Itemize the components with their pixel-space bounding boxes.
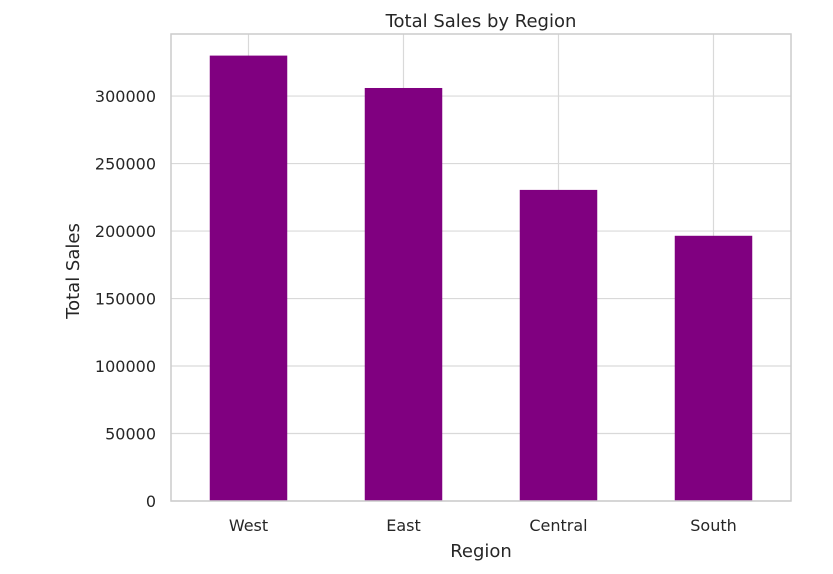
y-tick-label: 100000 xyxy=(95,357,156,376)
x-tick-labels: West East Central South xyxy=(229,516,737,535)
y-tick-label: 200000 xyxy=(95,222,156,241)
bar-west xyxy=(209,55,288,502)
y-tick-label: 300000 xyxy=(95,87,156,106)
x-axis-title: Region xyxy=(450,541,512,562)
chart-title: Total Sales by Region xyxy=(385,11,577,32)
bars-layer xyxy=(209,55,753,502)
x-tick-label-south: South xyxy=(690,516,737,535)
bar-central xyxy=(519,189,598,502)
y-tick-label: 50000 xyxy=(105,425,156,444)
y-tick-label: 150000 xyxy=(95,290,156,309)
y-axis-title: Total Sales xyxy=(63,223,84,320)
y-tick-label: 250000 xyxy=(95,155,156,174)
x-tick-label-east: East xyxy=(386,516,421,535)
plot-frame xyxy=(170,33,792,502)
bar-south xyxy=(674,235,753,501)
y-tick-labels: 0 50000 100000 150000 200000 250000 300000 xyxy=(95,87,156,511)
y-tick-label: 0 xyxy=(146,492,156,511)
bar-east xyxy=(364,87,443,502)
x-tick-label-west: West xyxy=(229,516,268,535)
x-tick-label-central: Central xyxy=(529,516,587,535)
